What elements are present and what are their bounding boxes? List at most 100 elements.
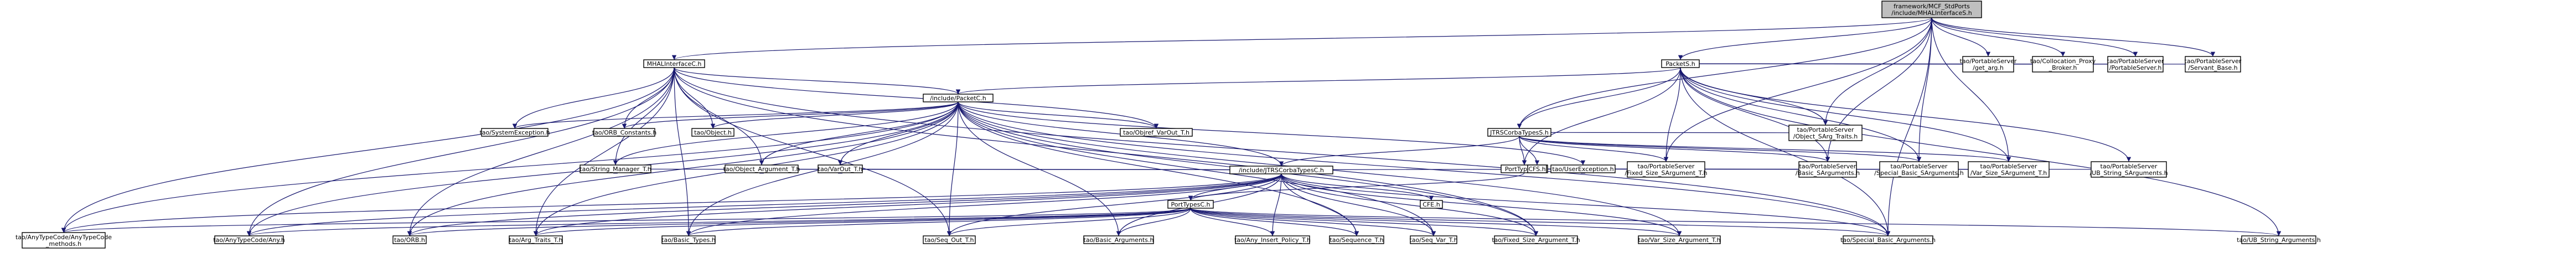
node-argtraits[interactable]: tao/Arg_Traits_T.h [509, 235, 563, 244]
edge-mhal-to-specialbasic [674, 67, 1891, 236]
node-label: tao/Fixed_Size_Argument_T.h [1492, 236, 1580, 244]
node-label: /Basic_SArguments.h [1796, 169, 1860, 177]
edge-mhal-to-packetc [674, 67, 961, 95]
node-basicargs[interactable]: tao/Basic_Arguments.h [1083, 235, 1154, 244]
node-box [1968, 161, 2050, 178]
node-box [725, 164, 799, 173]
node-orbh[interactable]: tao/ORB.h [392, 235, 427, 244]
edge-mhal-to-objvarout [674, 67, 1159, 129]
edge-root-to-mhal [672, 17, 1932, 60]
node-label: CFS.h [1528, 166, 1545, 173]
node-label: /Object_SArg_Traits.h [1793, 133, 1858, 140]
node-packets[interactable]: PacketS.h [1661, 59, 1700, 68]
node-userexc[interactable]: tao/UserException.h [1550, 164, 1616, 173]
node-box [1487, 128, 1551, 137]
node-label: tao/Objref_VarOut_T.h [1123, 129, 1189, 136]
node-objarg[interactable]: tao/Object_Argument_T.h [723, 164, 800, 173]
node-ps_ps[interactable]: tao/PortableServer/PortableServer.h [2107, 56, 2164, 73]
node-anyany[interactable]: tao/AnyTypeCode/Any.h [213, 235, 285, 244]
edge-jtrss-to-ps_fixed [1519, 136, 1669, 162]
edge-mhal-to-anycode [61, 67, 675, 233]
node-anycode[interactable]: tao/AnyTypeCode/AnyTypeCode_methods.h [15, 232, 112, 249]
node-jtrss[interactable]: JTRSCorbaTypesS.h [1487, 128, 1551, 137]
node-ps_getarg[interactable]: tao/PortableServer/get_arg.h [1960, 56, 2017, 73]
node-box [481, 128, 549, 137]
edge-packetc-to-jtrsc [958, 101, 1284, 167]
edge-porttypesc-to-argtraits [534, 208, 1191, 236]
node-ps_servant[interactable]: tao/PortableServer/Servant_Base.h [2185, 56, 2242, 73]
edge-mhal-to-basictypes [674, 67, 691, 236]
node-label: /include/JTRSCorbaTypesC.h [1239, 167, 1324, 174]
edge-mhal-to-seqout [674, 67, 952, 236]
node-ubstring[interactable]: tao/UB_String_Arguments.h [2237, 235, 2321, 244]
node-packetc[interactable]: /include/PacketC.h [923, 94, 994, 102]
node-anyinsert[interactable]: tao/Any_Insert_Policy_T.h [1234, 235, 1311, 244]
node-box [2107, 56, 2164, 73]
node-orbconst[interactable]: tao/ORB_Constants.h [592, 128, 657, 137]
node-box [818, 164, 863, 173]
node-object[interactable]: tao/Object.h [691, 128, 734, 137]
node-box [1962, 56, 2014, 73]
edge-root-to-specialbasic [1885, 17, 1932, 236]
edge-root-to-ps_servant [1931, 17, 2216, 57]
node-ps_objsarg[interactable]: tao/PortableServer/Object_SArg_Traits.h [1788, 125, 1863, 141]
edge-packetc-to-sequence [958, 101, 1359, 236]
edge-jtrss-to-ps_special [1519, 136, 1921, 162]
node-basictypes[interactable]: tao/Basic_Types.h [661, 235, 716, 244]
node-label: /include/PacketC.h [930, 95, 986, 102]
node-porttypesc[interactable]: PortTypesC.h [1167, 200, 1214, 209]
node-ps_varsize[interactable]: tao/PortableServer/Var_Size_SArgument_T.… [1968, 161, 2050, 178]
node-box [1329, 235, 1384, 244]
node-label: /Fixed_Size_SArgument_T.h [1625, 169, 1708, 177]
node-label: tao/UB_String_Arguments.h [2237, 236, 2321, 244]
edge-jtrss-to-jtrsc [1279, 136, 1520, 167]
node-strmgr[interactable]: tao/String_Manager_T.h [580, 164, 651, 173]
node-varsize[interactable]: tao/Var_Size_Argument_T.h [1638, 235, 1721, 244]
edge-mhal-to-argtraits [533, 67, 675, 236]
node-box [1527, 164, 1547, 173]
node-label: tao/PortableServer [1638, 163, 1695, 170]
node-label: tao/UserException.h [1552, 166, 1613, 173]
node-objvarout[interactable]: tao/Objref_VarOut_T.h [1120, 128, 1193, 137]
node-sysexc[interactable]: tao/SystemException.h [479, 128, 550, 137]
node-box [22, 232, 106, 249]
node-label: tao/PortableServer [2101, 163, 2158, 170]
node-seqout[interactable]: tao/Seq_Out_T.h [923, 235, 976, 244]
node-collocation[interactable]: tao/Collocation_Proxy_Broker.h [2030, 56, 2096, 73]
node-cfe[interactable]: CFE.h [1420, 200, 1443, 209]
node-ps_ubstring[interactable]: tao/PortableServer/UB_String_SArguments.… [2089, 161, 2168, 178]
node-box [2241, 235, 2316, 244]
node-label: tao/Var_Size_Argument_T.h [1638, 236, 1721, 244]
node-box [392, 235, 427, 244]
node-fixedsize[interactable]: tao/Fixed_Size_Argument_T.h [1492, 235, 1580, 244]
node-sequence[interactable]: tao/Sequence_T.h [1329, 235, 1384, 244]
node-cfs[interactable]: CFS.h [1527, 164, 1547, 173]
node-ps_basic[interactable]: tao/PortableServer/Basic_SArguments.h [1796, 161, 1860, 178]
edge-mhal-to-strmgr [613, 67, 675, 166]
node-label: /Var_Size_SArgument_T.h [1970, 169, 2047, 177]
node-box [1494, 235, 1578, 244]
node-mhal[interactable]: MHALInterfaceC.h [643, 59, 705, 68]
node-box [1879, 161, 1959, 178]
node-varout[interactable]: tao/VarOut_T.h [818, 164, 863, 173]
node-box [1235, 235, 1310, 244]
edge-root-to-ps_ps [1931, 17, 2138, 57]
node-ps_special[interactable]: tao/PortableServer/Special_Basic_SArgume… [1874, 161, 1964, 178]
node-seqvar[interactable]: tao/Seq_Var_T.h [1409, 235, 1458, 244]
node-box [643, 59, 705, 68]
node-label: tao/PortableServer [1797, 126, 1854, 133]
edge-jtrss-to-ps_objsarg [1519, 128, 1826, 133]
node-label: tao/Basic_Arguments.h [1084, 236, 1154, 244]
node-ps_fixed[interactable]: tao/PortableServer/Fixed_Size_SArgument_… [1625, 161, 1708, 178]
header-nodes: framework/MCF_StdPorts/include/MHALInter… [15, 1, 2321, 249]
edge-packets-to-porttypess [1522, 67, 1681, 166]
node-box [1120, 128, 1193, 137]
edge-packetc-to-sysexc [513, 101, 959, 129]
node-jtrsc[interactable]: /include/JTRSCorbaTypesC.h [1229, 166, 1333, 174]
edge-mhal-to-anyany [246, 67, 675, 236]
node-specialbasic[interactable]: tao/Special_Basic_Arguments.h [1840, 235, 1936, 244]
node-label: CFE.h [1423, 201, 1440, 208]
node-box [1167, 200, 1214, 209]
node-box [2185, 56, 2241, 73]
